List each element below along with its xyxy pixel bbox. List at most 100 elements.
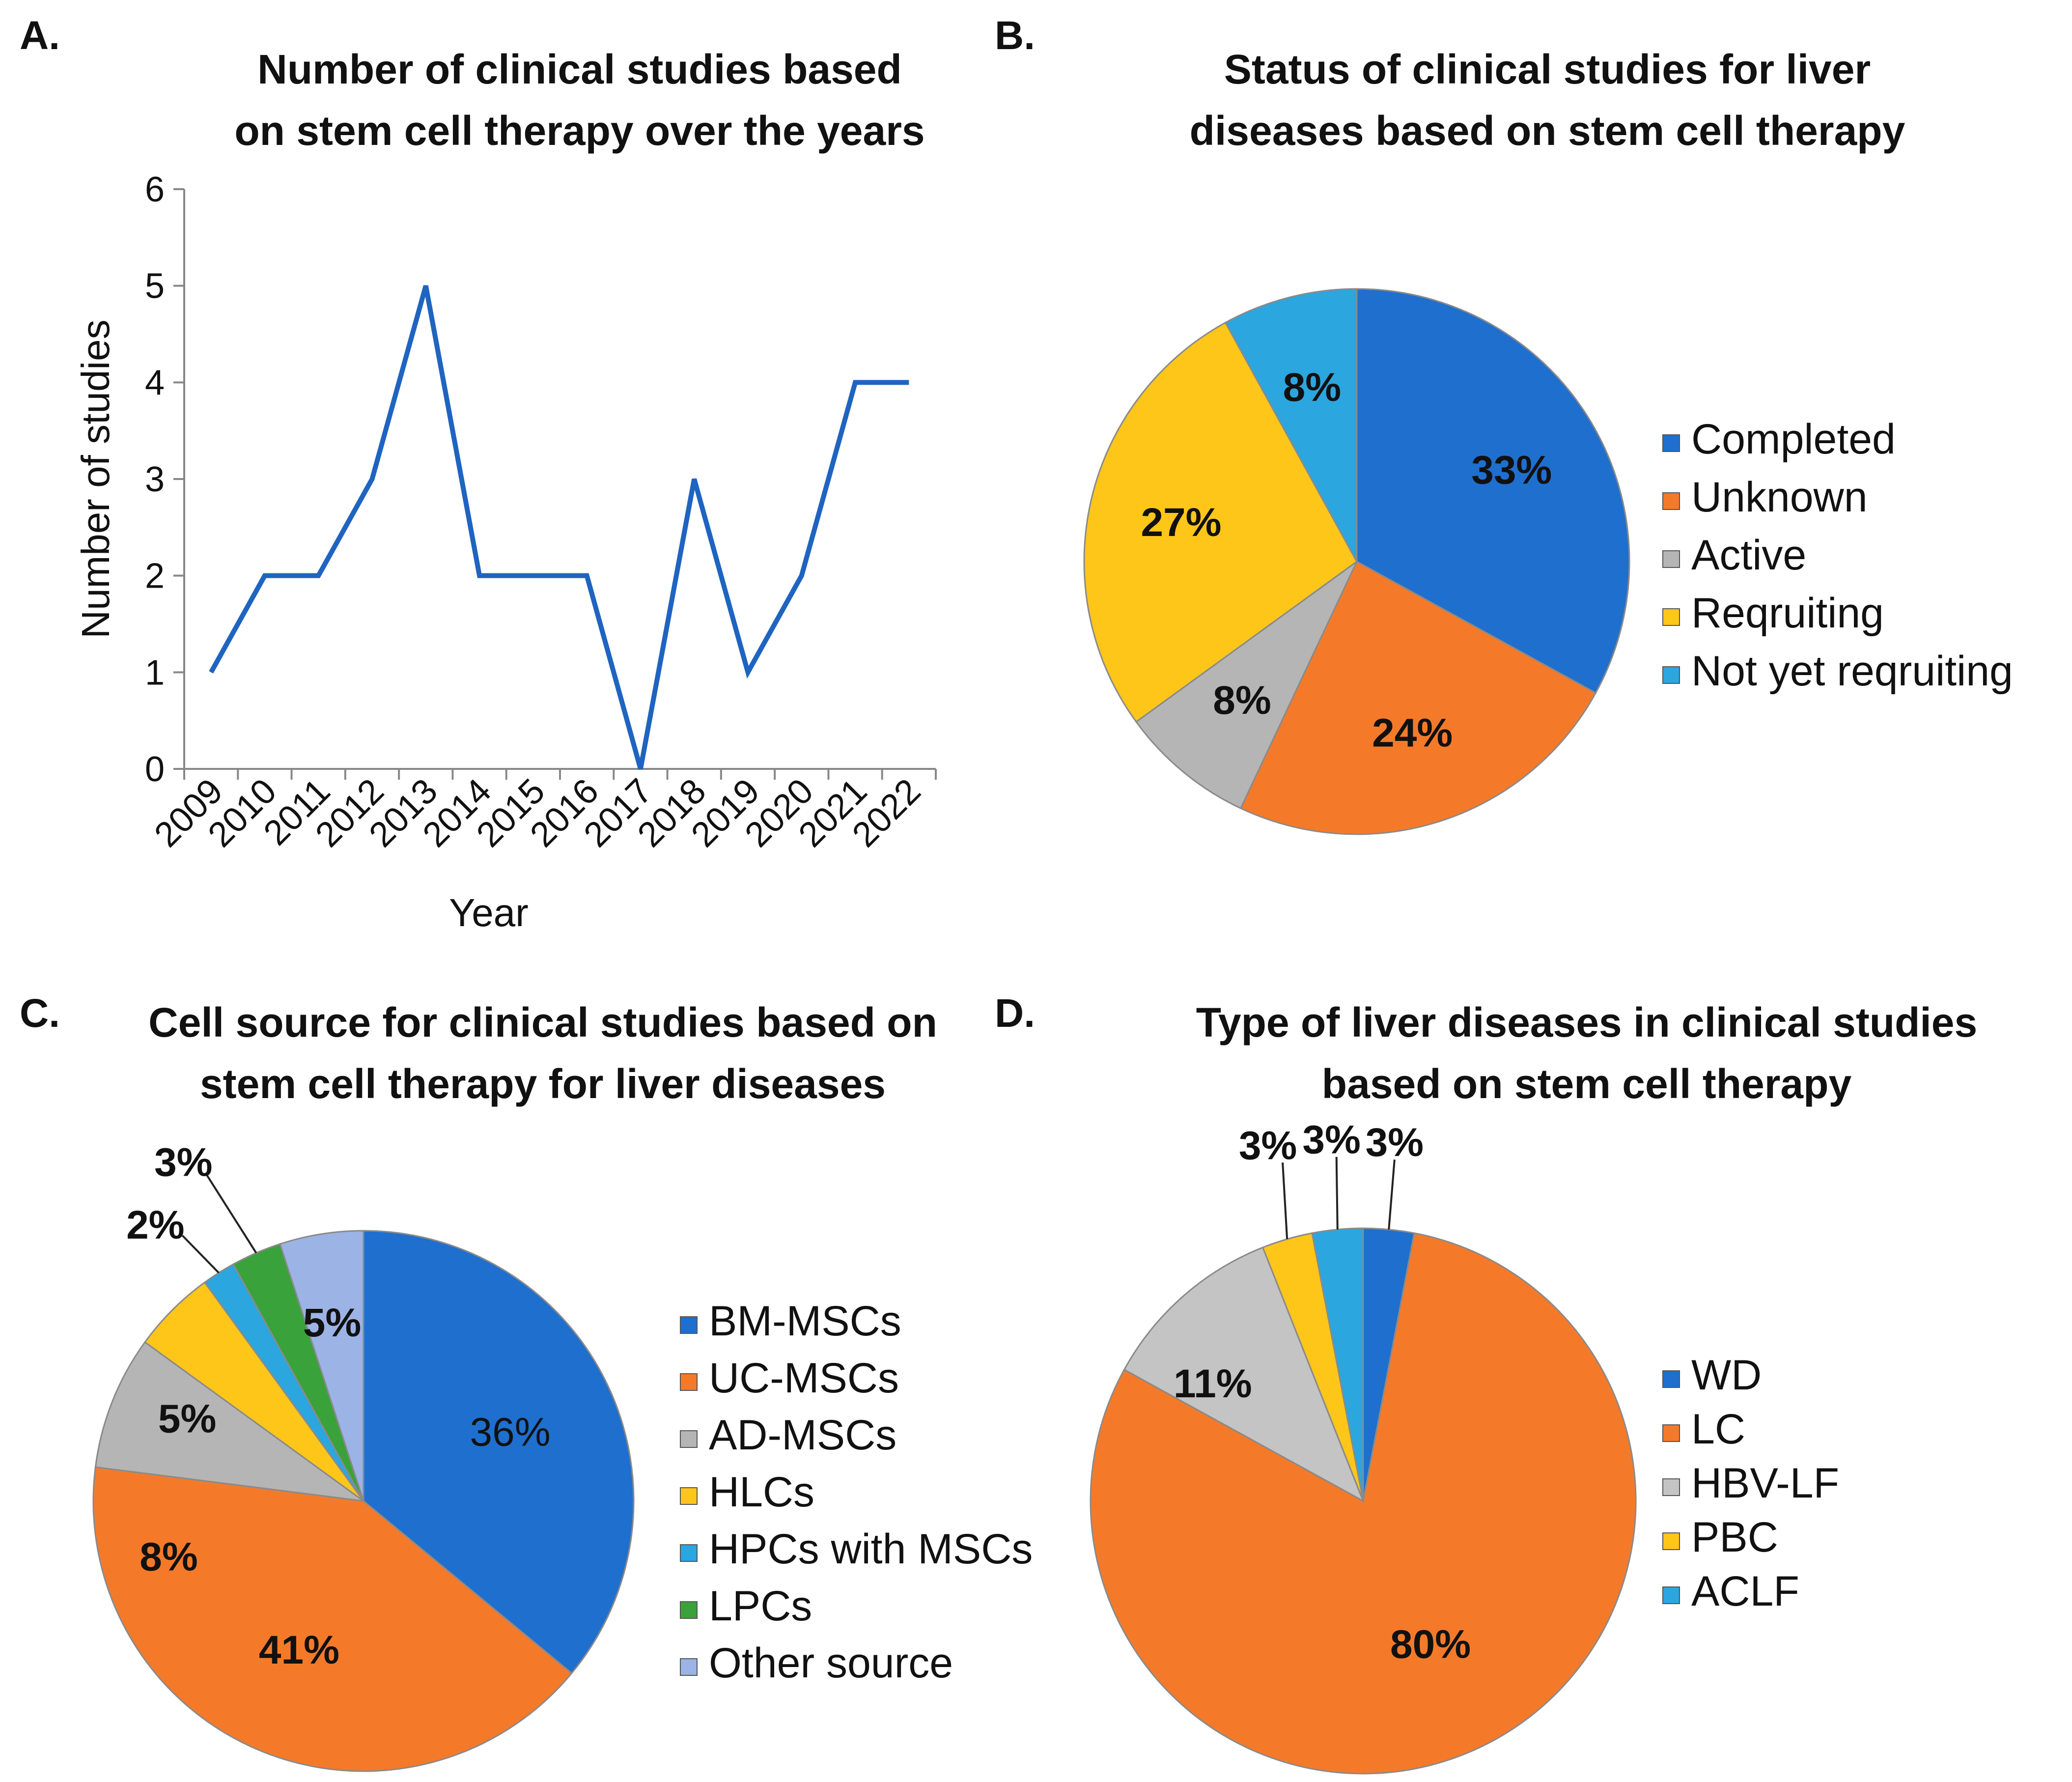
- chart-b-legend: Completed Unknown Active Reqruiting Not yet …: [1662, 416, 2013, 695]
- chart-b-data-label-active: 8%: [1213, 678, 1271, 723]
- chart-c-legend-label-bm-mscs: BM-MSCs: [709, 1298, 901, 1345]
- chart-c-data-labels: 36% 41% 8% 5% 2% 3% 5%: [126, 1140, 551, 1672]
- chart-b-slice-reqruiting: [1083, 321, 1358, 723]
- chart-a-y-tick-label: 4: [145, 363, 165, 402]
- chart-b-data-labels: 33% 24% 8% 27% 8%: [1141, 365, 1552, 755]
- chart-d-data-label-aclf: 3%: [1302, 1118, 1361, 1162]
- chart-b-data-label-completed: 33%: [1471, 448, 1552, 493]
- chart-a-title-line-2: on stem cell therapy over the years: [234, 108, 924, 154]
- chart-c-slices: [92, 1230, 635, 1772]
- chart-c-legend-swatch-hpcs-with-mscs: [680, 1544, 698, 1562]
- chart-c-slice-uc-mscs: [92, 1466, 573, 1772]
- chart-d-legend-swatch-hbv-lf: [1662, 1478, 1680, 1496]
- chart-c-pie: Cell source for clinical studies based o…: [92, 999, 1033, 1772]
- chart-d-legend-swatch-wd: [1662, 1370, 1680, 1388]
- chart-c-data-label-lpcs: 3%: [154, 1140, 213, 1185]
- chart-c-data-label-bm-mscs: 36%: [470, 1410, 551, 1454]
- chart-d-legend-swatch-lc: [1662, 1424, 1680, 1442]
- chart-c-slice-other-source: [279, 1230, 364, 1501]
- chart-d-legend-label-lc: LC: [1691, 1406, 1745, 1453]
- chart-b-title-line-2: diseases based on stem cell therapy: [1190, 108, 1905, 154]
- chart-d-legend-label-pbc: PBC: [1691, 1514, 1778, 1561]
- panel-letter-b: B.: [995, 13, 1035, 58]
- chart-d-leader-wd: [1388, 1160, 1396, 1230]
- chart-a-x-axis-label: Year: [449, 891, 529, 934]
- chart-d-legend: WD LC HBV-LF PBC ACLF: [1662, 1352, 1839, 1615]
- chart-a-y-tick-label: 6: [145, 170, 165, 209]
- panel-letter-d: D.: [995, 991, 1035, 1036]
- chart-b-legend-label-active: Active: [1691, 532, 1806, 579]
- chart-c-leader-hpcs-with-mscs: [181, 1235, 220, 1274]
- chart-b-slice-unknown: [1239, 560, 1597, 835]
- chart-d-legend-swatch-aclf: [1662, 1586, 1680, 1604]
- chart-b-pie: Status of clinical studies for liver dis…: [1083, 46, 2013, 835]
- chart-a-y-axis-label: Number of studies: [74, 319, 117, 638]
- chart-c-legend-swatch-lpcs: [680, 1601, 698, 1619]
- chart-c-legend-label-hpcs-with-mscs: HPCs with MSCs: [709, 1526, 1033, 1573]
- chart-c-legend-label-hlcs: HLCs: [709, 1469, 814, 1516]
- chart-c-slice-bm-mscs: [363, 1230, 635, 1674]
- chart-d-legend-label-wd: WD: [1691, 1352, 1762, 1399]
- chart-a-x-ticks: 2009201020112012201320142015201620172018…: [147, 769, 937, 855]
- chart-b-legend-swatch-reqruiting: [1662, 608, 1680, 626]
- chart-c-legend-swatch-bm-mscs: [680, 1316, 698, 1334]
- chart-a-y-ticks: 0 1 2 3 4 5 6: [145, 170, 184, 789]
- chart-a-y-tick-label: 1: [145, 653, 165, 692]
- chart-a-y-tick-label: 5: [145, 267, 165, 306]
- chart-d-title-line-2: based on stem cell therapy: [1322, 1061, 1852, 1107]
- chart-b-legend-swatch-unknown: [1662, 492, 1680, 510]
- chart-c-legend-label-other-source: Other source: [709, 1640, 953, 1687]
- chart-d-leader-pbc: [1282, 1162, 1288, 1240]
- chart-d-data-label-pbc: 3%: [1239, 1123, 1297, 1168]
- chart-c-title-line-1: Cell source for clinical studies based o…: [148, 999, 937, 1046]
- chart-b-legend-swatch-not-yet-reqruiting: [1662, 666, 1680, 684]
- chart-d-slice-hbv-lf: [1123, 1246, 1365, 1503]
- chart-c-legend-label-ad-mscs: AD-MSCs: [709, 1412, 896, 1459]
- chart-d-legend-swatch-pbc: [1662, 1532, 1680, 1550]
- chart-c-legend-swatch-uc-mscs: [680, 1373, 698, 1391]
- chart-b-legend-label-completed: Completed: [1691, 416, 1896, 463]
- chart-c-legend-label-uc-mscs: UC-MSCs: [709, 1355, 899, 1402]
- chart-b-slice-active: [1135, 561, 1358, 810]
- chart-b-slices: [1083, 288, 1630, 835]
- chart-d-leader-lines: [1282, 1157, 1396, 1240]
- chart-c-legend-swatch-ad-mscs: [680, 1430, 698, 1448]
- chart-c-legend-swatch-other-source: [680, 1658, 698, 1676]
- chart-c-leader-lines: [181, 1172, 257, 1274]
- chart-d-data-label-lc: 80%: [1390, 1622, 1471, 1667]
- chart-c-legend: BM-MSCs UC-MSCs AD-MSCs HLCs HPCs with MSCs L…: [680, 1298, 1033, 1687]
- chart-c-data-label-hpcs-with-mscs: 2%: [126, 1203, 185, 1247]
- chart-d-data-label-wd: 3%: [1366, 1120, 1424, 1165]
- chart-c-slice-ad-mscs: [94, 1341, 364, 1502]
- chart-c-data-label-ad-mscs: 8%: [140, 1535, 198, 1580]
- chart-c-leader-lpcs: [204, 1172, 257, 1254]
- chart-b-data-label-reqruiting: 27%: [1141, 500, 1221, 545]
- chart-a-series-line: [209, 285, 909, 770]
- chart-b-data-label-not-yet-reqruiting: 8%: [1283, 365, 1342, 410]
- chart-d-leader-aclf: [1335, 1157, 1339, 1230]
- chart-d-pie: Type of liver diseases in clinical studi…: [1090, 999, 1977, 1775]
- panel-letter-c: C.: [20, 991, 60, 1036]
- chart-d-data-label-hbv-lf: 11%: [1174, 1361, 1252, 1406]
- chart-b-legend-swatch-active: [1662, 550, 1680, 568]
- chart-b-legend-label-not-yet-reqruiting: Not yet reqruiting: [1691, 648, 2013, 695]
- chart-a-y-tick-label: 0: [145, 750, 165, 789]
- chart-c-legend-label-lpcs: LPCs: [709, 1583, 812, 1630]
- chart-b-data-label-unknown: 24%: [1372, 710, 1453, 755]
- chart-b-title-line-1: Status of clinical studies for liver: [1224, 46, 1871, 92]
- chart-d-legend-label-hbv-lf: HBV-LF: [1691, 1460, 1839, 1507]
- chart-a-title-line-1: Number of clinical studies based: [257, 46, 902, 92]
- chart-c-legend-swatch-hlcs: [680, 1487, 698, 1505]
- chart-a-y-tick-label: 3: [145, 460, 165, 499]
- chart-d-legend-label-aclf: ACLF: [1691, 1568, 1799, 1615]
- chart-a-line: Number of clinical studies based on stem…: [74, 46, 937, 934]
- chart-a-y-tick-label: 2: [145, 557, 165, 596]
- chart-d-slices: [1090, 1227, 1637, 1775]
- chart-b-slice-completed: [1356, 288, 1630, 694]
- chart-b-slice-not-yet-reqruiting: [1224, 288, 1358, 562]
- panel-letter-a: A.: [20, 13, 60, 58]
- chart-c-slice-hlcs: [143, 1281, 364, 1502]
- chart-d-data-labels: 3%80%11%3% 3%: [1174, 1118, 1471, 1667]
- chart-c-data-label-uc-mscs: 41%: [259, 1628, 339, 1672]
